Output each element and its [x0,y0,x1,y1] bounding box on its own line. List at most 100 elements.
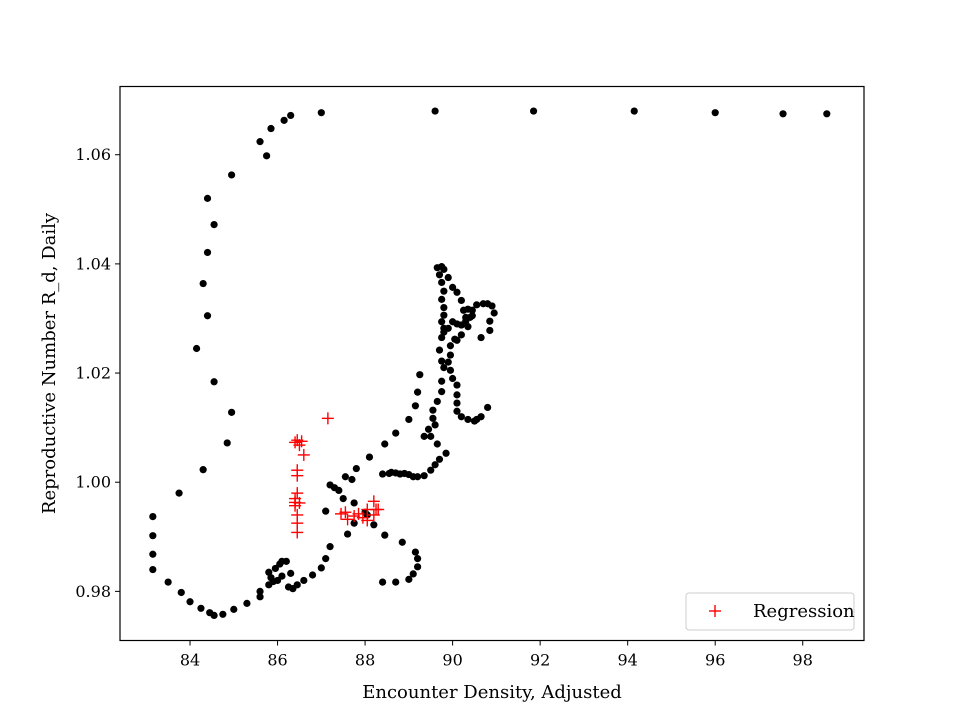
data-point [449,374,457,383]
data-point [365,453,374,461]
data-point [440,328,448,336]
regression-point [291,526,304,539]
data-point [440,287,448,295]
x-axis-ticks: 84 86 88 90 92 94 96 98 [180,640,813,670]
x-tick-label: 94 [617,651,637,670]
data-point [442,449,450,457]
data-point [457,331,465,339]
data-point [453,381,461,389]
data-point [414,473,422,481]
data-point [427,432,435,440]
regression-point [361,514,374,527]
plot-area-frame [119,85,865,642]
data-point [435,346,444,354]
data-point [210,220,218,229]
data-point [405,415,413,424]
data-point [457,413,465,421]
legend-entry-regression: Regression [753,601,855,622]
data-point [490,309,498,317]
y-tick-label: 1.06 [75,145,111,164]
y-tick-label: 0.98 [75,582,111,601]
x-tick-label: 96 [705,651,725,670]
data-point [453,399,461,407]
data-point [278,557,286,565]
data-point [438,318,446,326]
data-point [271,564,279,573]
data-point [343,530,352,538]
data-point [440,265,448,273]
data-point [228,408,236,416]
data-point [149,565,157,574]
data-point [267,574,275,582]
data-point [440,303,448,312]
data-point [287,111,295,120]
data-point [416,371,424,379]
data-point [435,271,444,279]
data-point [405,575,413,583]
data-point [348,475,356,484]
data-point [444,358,452,366]
data-point [438,295,446,303]
data-point [449,283,457,291]
data-point [468,312,476,320]
regression-point [367,495,380,508]
data-point [433,440,441,448]
data-point [317,109,325,117]
data-point [449,318,457,326]
regression-point [289,499,302,512]
data-point [378,578,387,586]
legend-box [685,592,855,631]
x-tick-label: 90 [442,651,462,670]
data-point [438,333,446,342]
data-point [486,317,494,325]
data-point [317,564,325,572]
data-point [203,194,212,202]
data-point [149,550,157,558]
x-tick-label: 98 [793,651,813,670]
data-point [477,413,485,421]
data-point [779,110,787,118]
data-point [341,473,349,481]
data-point [414,563,422,571]
data-point [352,464,360,473]
data-point [256,138,264,146]
data-point [278,572,286,580]
x-tick-label: 84 [180,651,200,670]
regression-point [341,513,354,526]
data-point [431,461,439,469]
data-point [175,489,183,497]
data-point [457,296,465,305]
data-point [280,116,288,124]
data-point [420,472,428,480]
data-point [420,432,428,440]
x-tick-label: 92 [530,651,550,670]
data-point [322,555,330,563]
data-point [438,357,446,365]
data-point [293,581,301,589]
y-tick-label: 1.02 [75,364,111,383]
data-point [392,429,400,437]
regression-point [293,439,306,452]
data-point [149,513,157,521]
data-point [429,414,437,422]
legend: Regression [685,592,855,631]
data-point [243,599,251,607]
data-point [197,604,205,612]
data-point [350,499,358,507]
x-tick-label: 86 [267,651,287,670]
y-tick-label: 1.04 [75,254,111,273]
data-point [409,570,417,578]
regression-point [321,412,334,425]
data-point [477,333,485,342]
data-point [473,301,481,309]
y-tick-label: 1.00 [75,473,111,492]
regression-point [291,487,304,500]
data-point [711,109,719,117]
data-point [446,351,455,359]
data-point [381,440,389,448]
data-point [464,323,472,331]
data-point [440,363,448,372]
data-point [444,273,452,282]
data-point [339,494,347,503]
data-point [411,548,420,556]
